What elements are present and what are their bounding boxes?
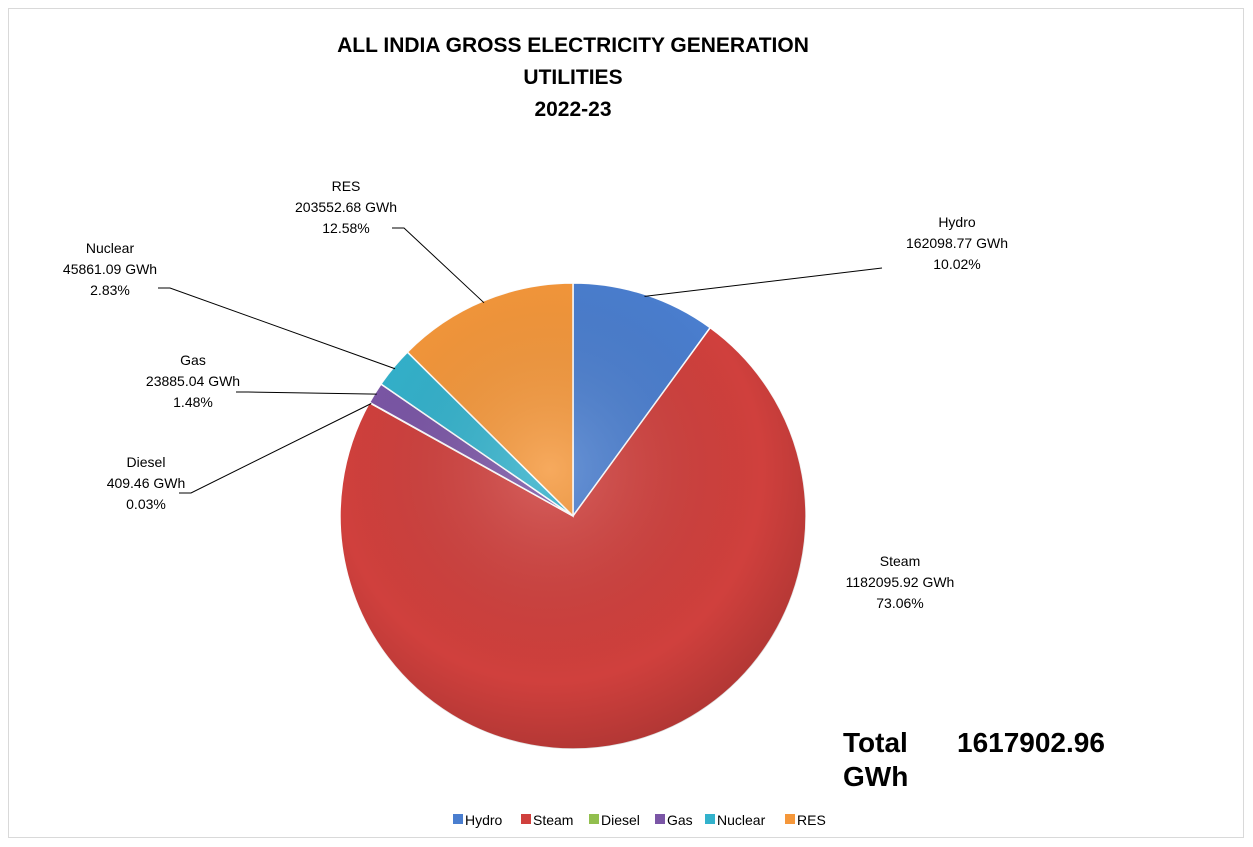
leader-lines xyxy=(158,227,883,494)
data-label-gas-name: Gas xyxy=(180,352,206,368)
pie-slices xyxy=(339,282,807,750)
leader-line-nuclear xyxy=(158,287,396,370)
leader-line-diesel xyxy=(179,403,372,494)
total-annotation: Total 1617902.96 GWh xyxy=(843,727,1105,792)
legend-label-res: RES xyxy=(797,812,826,828)
data-label-hydro-value: 162098.77 GWh xyxy=(906,235,1008,251)
data-label-diesel-percent: 0.03% xyxy=(126,496,166,512)
data-label-res-value: 203552.68 GWh xyxy=(295,199,397,215)
legend-swatch-diesel xyxy=(589,814,599,824)
leader-line-gas xyxy=(236,391,377,395)
data-label-hydro-name: Hydro xyxy=(938,214,976,230)
leader-line-res xyxy=(392,227,485,304)
data-label-res-percent: 12.58% xyxy=(322,220,369,236)
legend-label-nuclear: Nuclear xyxy=(717,812,766,828)
total-word: Total xyxy=(843,727,908,758)
legend: Hydro Steam Diesel Gas Nuclear RES xyxy=(453,812,826,828)
data-label-res-name: RES xyxy=(332,178,361,194)
legend-swatch-hydro xyxy=(453,814,463,824)
legend-swatch-gas xyxy=(655,814,665,824)
chart-title-line-3: 2022-23 xyxy=(534,98,611,121)
data-label-steam-name: Steam xyxy=(880,553,920,569)
data-label-hydro-percent: 10.02% xyxy=(933,256,980,272)
data-label-nuclear-name: Nuclear xyxy=(86,240,135,256)
data-label-nuclear-value: 45861.09 GWh xyxy=(63,261,157,277)
legend-swatch-res xyxy=(785,814,795,824)
data-labels: Hydro 162098.77 GWh 10.02% Steam 1182095.92 … xyxy=(63,178,1008,611)
legend-swatch-nuclear xyxy=(705,814,715,824)
legend-label-diesel: Diesel xyxy=(601,812,640,828)
data-label-nuclear-percent: 2.83% xyxy=(90,282,130,298)
legend-swatch-steam xyxy=(521,814,531,824)
chart-title-line-2: UTILITIES xyxy=(523,66,622,89)
total-unit: GWh xyxy=(843,761,908,792)
legend-label-hydro: Hydro xyxy=(465,812,503,828)
data-label-gas-value: 23885.04 GWh xyxy=(146,373,240,389)
chart-title: ALL INDIA GROSS ELECTRICITY GENERATION U… xyxy=(337,34,809,121)
total-value: 1617902.96 xyxy=(957,727,1105,758)
data-label-gas-percent: 1.48% xyxy=(173,394,213,410)
leader-line-hydro xyxy=(644,267,883,297)
data-label-diesel-value: 409.46 GWh xyxy=(107,475,186,491)
legend-label-steam: Steam xyxy=(533,812,573,828)
legend-label-gas: Gas xyxy=(667,812,693,828)
chart-title-line-1: ALL INDIA GROSS ELECTRICITY GENERATION xyxy=(337,34,809,57)
data-label-steam-percent: 73.06% xyxy=(876,595,923,611)
data-label-diesel-name: Diesel xyxy=(127,454,166,470)
data-label-steam-value: 1182095.92 GWh xyxy=(846,574,955,590)
